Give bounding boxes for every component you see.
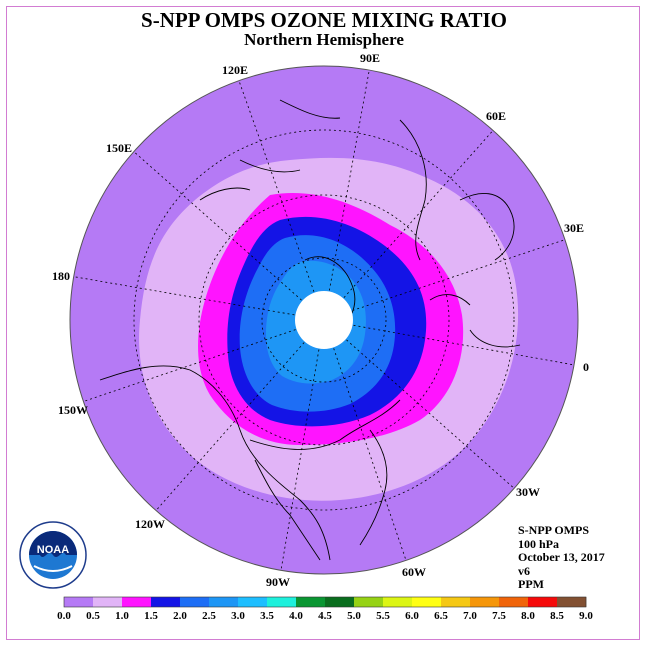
map-subtitle: Northern Hemisphere [244,30,404,49]
colorbar-tick-label: 3.0 [231,610,245,622]
coastlines [99,99,521,561]
lon-label-150w: 150W [58,403,88,417]
colorbar-swatch [93,597,123,607]
lon-label-120w: 120W [135,517,165,531]
info-block: S-NPP OMPS 100 hPa October 13, 2017 v6 P… [518,523,605,592]
colorbar-tick-label: 5.0 [347,610,361,622]
lon-label-120e: 120E [222,63,248,77]
colorbar-tick-label: 4.0 [289,610,303,622]
ozone-field [70,66,578,574]
colorbar-swatch [470,597,500,607]
colorbar-tick-label: 5.5 [376,610,390,622]
colorbar-tick-label: 0.0 [57,610,71,622]
colorbar: 0.0 0.5 1.0 1.5 2.0 2.5 3.0 3.5 4.0 4.5 5.0 5.5 6.0 6… [57,596,593,622]
colorbar-tick-label: 6.5 [434,610,448,622]
colorbar-swatch [557,597,587,607]
lon-label-30w: 30W [516,485,540,499]
colorbar-swatch [151,597,181,607]
colorbar-swatch [499,597,529,607]
colorbar-tick-label: 7.0 [463,610,477,622]
colorbar-swatch [441,597,471,607]
colorbar-tick-label: 7.5 [492,610,506,622]
colorbar-tick-label: 0.5 [86,610,100,622]
colorbar-tick-label: 8.0 [521,610,535,622]
colorbar-swatch [383,597,413,607]
polar-gap [295,291,353,349]
colorbar-swatch [267,597,297,607]
colorbar-tick-label: 2.5 [202,610,216,622]
colorbar-border [63,596,587,608]
colorbar-swatch [296,597,326,607]
colorbar-swatch [180,597,210,607]
info-date: October 13, 2017 [518,550,605,564]
colorbar-swatch [412,597,442,607]
map-title: S-NPP OMPS OZONE MIXING RATIO [141,8,507,32]
noaa-logo-text: NOAA [37,544,69,556]
colorbar-swatch [354,597,384,607]
colorbar-tick-label: 3.5 [260,610,274,622]
lon-label-90e: 90E [360,51,380,65]
lon-label-0: 0 [583,360,589,374]
info-units: PPM [518,577,544,591]
info-instrument: S-NPP OMPS [518,523,589,537]
noaa-logo: NOAA [18,520,88,590]
colorbar-tick-label: 1.5 [144,610,158,622]
colorbar-tick-label: 4.5 [318,610,332,622]
colorbar-tick-label: 8.5 [550,610,564,622]
lon-label-60w: 60W [402,565,426,579]
colorbar-swatch [122,597,152,607]
colorbar-swatch [528,597,558,607]
map-boundary [69,65,579,575]
colorbar-tick-label: 9.0 [579,610,593,622]
colorbar-swatch [64,597,94,607]
colorbar-swatch [238,597,268,607]
colorbar-tick-label: 2.0 [173,610,187,622]
lon-label-30e: 30E [564,221,584,235]
colorbar-tick-label: 6.0 [405,610,419,622]
info-version: v6 [518,563,530,578]
colorbar-tick-label: 1.0 [115,610,129,622]
lon-label-60e: 60E [486,109,506,123]
colorbar-swatch [209,597,239,607]
lon-label-90w: 90W [266,575,290,589]
lon-label-150e: 150E [106,141,132,155]
info-level: 100 hPa [518,536,560,551]
figure-frame [6,6,640,640]
lon-label-180: 180 [52,269,70,283]
graticule [70,66,578,574]
colorbar-swatch [325,597,355,607]
